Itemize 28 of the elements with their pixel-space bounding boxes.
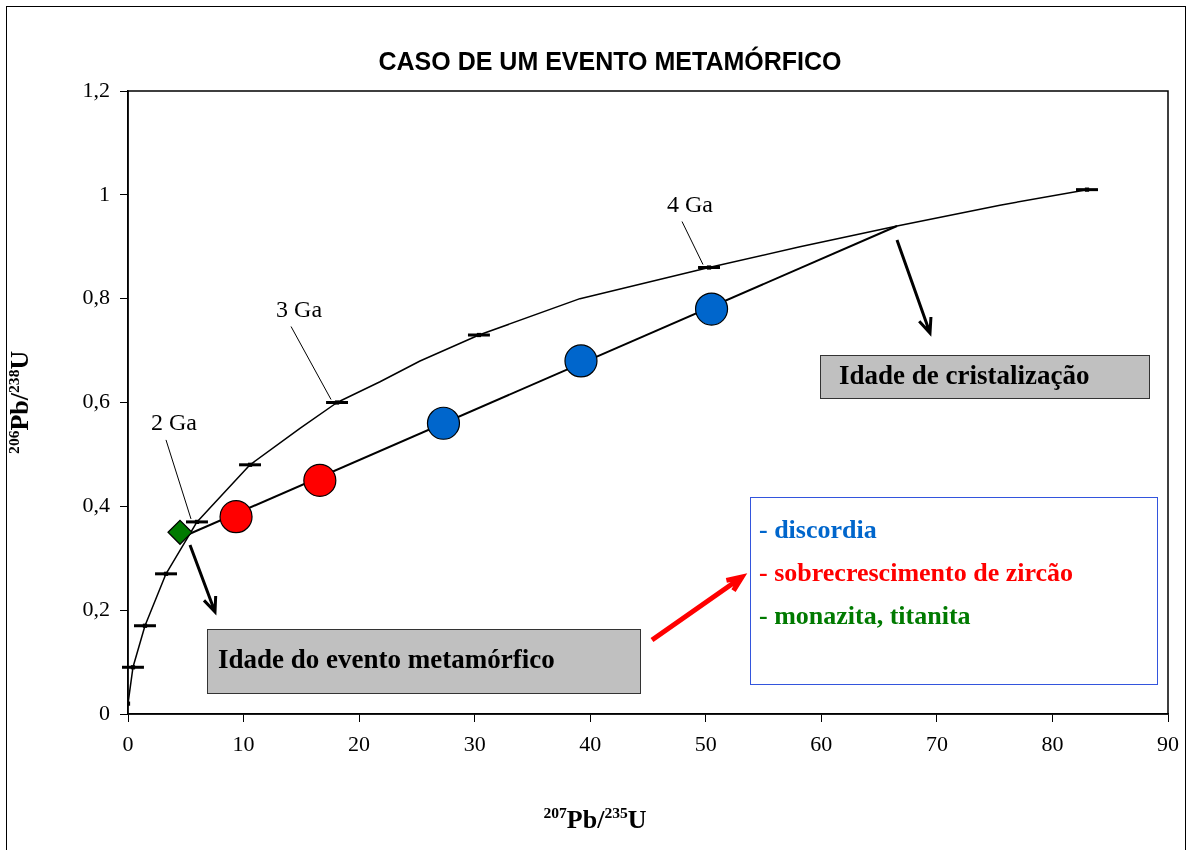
annotation: Idade de cristalização bbox=[839, 360, 1090, 390]
annotation: 2 Ga bbox=[150, 409, 198, 436]
y-tick-label: 0 bbox=[99, 699, 110, 725]
legend-frame: - discordia - sobrecrescimento de zircão - monazita, titanita bbox=[750, 497, 1158, 685]
x-tick-label: 80 bbox=[1041, 730, 1064, 756]
y-tick-label: 1,2 bbox=[82, 76, 110, 102]
x-tick-label: 30 bbox=[463, 730, 486, 756]
annotation: 4 Ga bbox=[667, 190, 714, 217]
x-tick-label: 90 bbox=[1157, 730, 1179, 756]
annotation: 3 Ga bbox=[276, 295, 323, 322]
x-tick-label: 20 bbox=[348, 730, 371, 756]
y-tick-label: 0,2 bbox=[82, 595, 110, 621]
x-tick-label: 50 bbox=[694, 730, 717, 756]
legend-label: - sobrecrescimento de zircão bbox=[759, 557, 1075, 589]
y-tick-label: 1 bbox=[99, 180, 110, 206]
x-tick-label: 10 bbox=[232, 730, 255, 756]
y-tick-label: 0,8 bbox=[82, 284, 110, 310]
y-tick-label: 0,6 bbox=[82, 388, 110, 414]
chart-title: CASO DE UM EVENTO METAMÓRFICO bbox=[377, 47, 843, 76]
x-tick-label: 0 bbox=[122, 730, 134, 756]
x-tick-label: 70 bbox=[925, 730, 948, 756]
y-tick-label: 0,4 bbox=[82, 492, 110, 518]
x-tick-label: 40 bbox=[579, 730, 602, 756]
text-box: Idade do evento metamórfico bbox=[207, 629, 641, 694]
x-tick-label: 60 bbox=[810, 730, 833, 756]
annotation: Idade do evento metamórfico bbox=[218, 644, 555, 674]
text-box: Idade de cristalização bbox=[820, 355, 1150, 399]
x-axis-title: $^{207}$Pb/$^{235}$U bbox=[542, 804, 648, 835]
